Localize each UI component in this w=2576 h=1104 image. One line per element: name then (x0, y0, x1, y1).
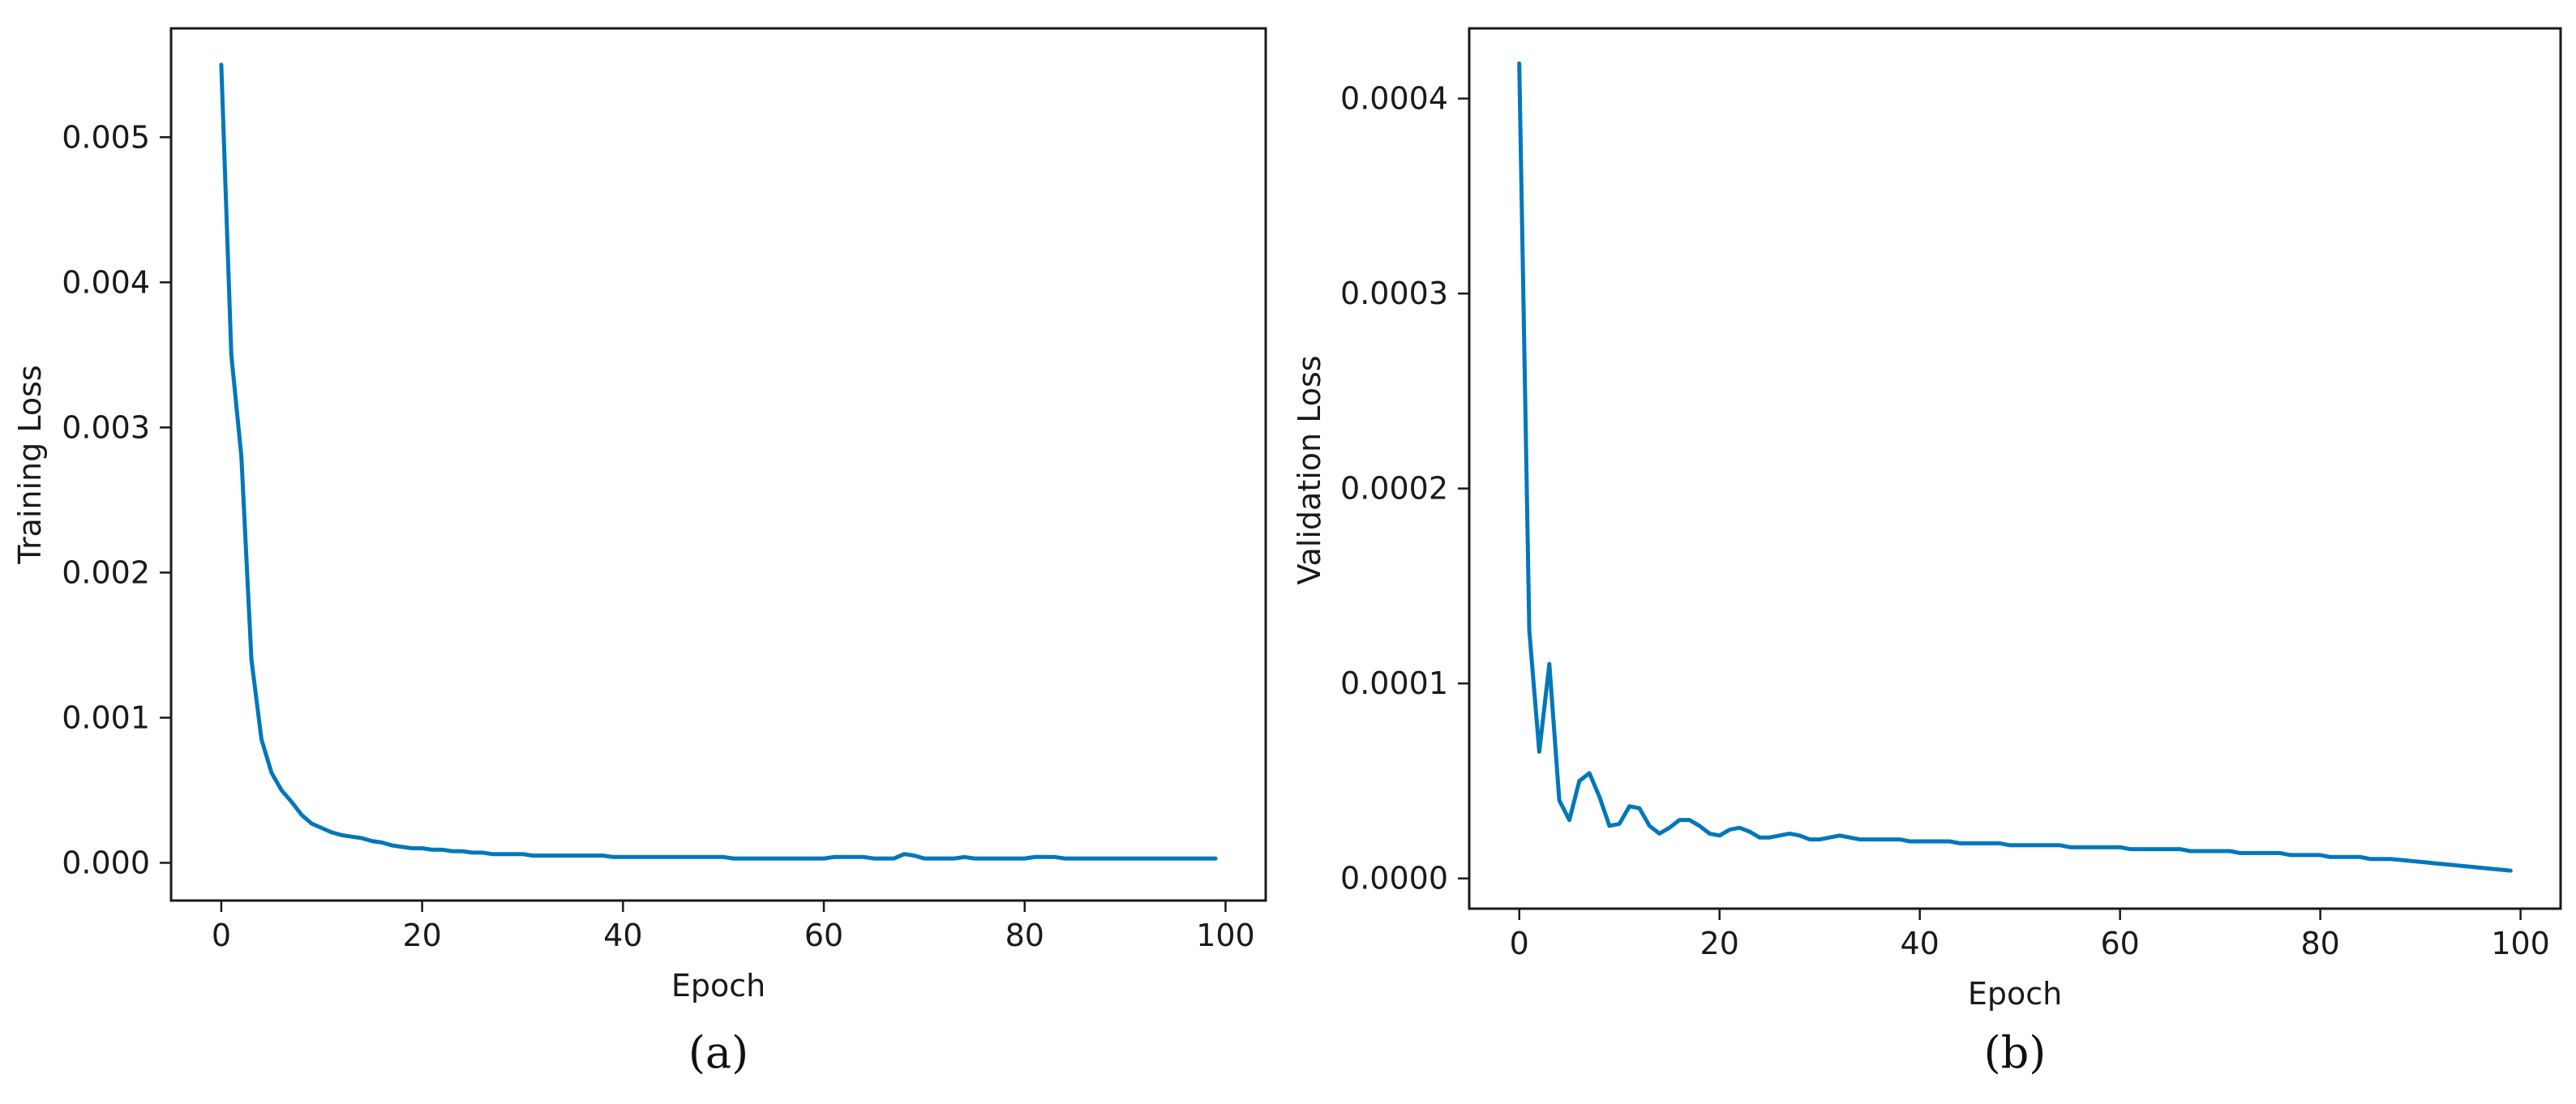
caption-b: (b) (1984, 1027, 2047, 1078)
y-tick-label-a: 0.000 (62, 845, 150, 880)
x-tick-label-a: 60 (804, 918, 843, 953)
y-tick-label-a: 0.004 (62, 264, 150, 300)
caption-a: (a) (688, 1027, 748, 1078)
panel-a: 0 20 40 60 80 100 0.0000.0010.0020.0030.0040.… (12, 27, 1267, 1078)
y-tick-label-b: 0.0003 (1340, 276, 1448, 311)
x-tick-label-a: 100 (1196, 918, 1255, 953)
y-axis-label-a: Training Loss (12, 365, 48, 564)
x-tick-label-b: 20 (1700, 926, 1739, 961)
x-tick-label-a: 0 (212, 918, 231, 953)
y-tick-label-b: 0.0004 (1340, 81, 1448, 117)
y-tick-label-b: 0.0002 (1340, 471, 1448, 507)
y-tick-label-a: 0.003 (62, 409, 150, 445)
x-axis-label-a: Epoch (671, 968, 765, 1003)
plot-frame-b (1468, 27, 2562, 910)
y-axis-label-b: Validation Loss (1292, 355, 1327, 584)
y-tick-label-a: 0.001 (62, 700, 150, 735)
y-axis-b: 0.0000 0.0001 0.0002 0.0003 0.0004 (1340, 81, 1469, 896)
x-tick-label-a: 80 (1005, 918, 1044, 953)
x-tick-label-b: 60 (2100, 926, 2139, 961)
x-tick-label-b: 80 (2300, 926, 2339, 961)
x-tick-label-b: 100 (2491, 926, 2550, 961)
x-tick-label-b: 0 (1510, 926, 1529, 961)
x-tick-label-a: 40 (603, 918, 642, 953)
x-axis-b: 0 20 40 60 80 100 (1510, 909, 2550, 961)
plot-frame-a (169, 27, 1267, 902)
y-tick-label-a: 0.005 (62, 119, 150, 155)
y-axis-a: 0.000 0.001 0.002 0.003 0.004 0.005 (62, 119, 171, 880)
x-axis-a: 0 20 40 60 80 100 (212, 901, 1255, 953)
x-tick-label-a: 20 (402, 918, 441, 953)
series-line-a-0 (219, 62, 1218, 861)
panel-b: 0 20 40 60 80 100 0.00000.00010.00020.00030.0… (1292, 27, 2562, 1078)
y-tick-label-b: 0.0000 (1340, 861, 1448, 896)
series-layer-b (1517, 61, 2513, 873)
y-tick-label-b: 0.0001 (1340, 665, 1448, 701)
series-line-b-0 (1517, 61, 2513, 873)
x-tick-label-b: 40 (1901, 926, 1940, 961)
series-layer-a (219, 62, 1218, 861)
x-axis-label-b: Epoch (1968, 976, 2062, 1012)
y-tick-label-a: 0.002 (62, 554, 150, 590)
